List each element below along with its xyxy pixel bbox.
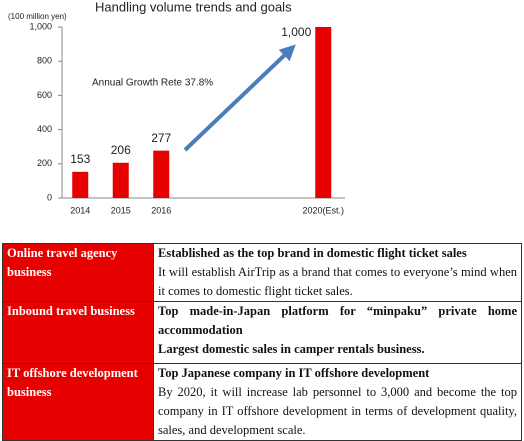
value-label: 153 — [70, 152, 90, 166]
y-unit: (100 million yen) — [8, 12, 67, 21]
row-label: Inbound travel business — [2, 301, 154, 364]
row-label: IT offshore development business — [2, 363, 154, 441]
y-tick-label: 400 — [37, 124, 52, 134]
x-tick-label: 2020(Est.) — [302, 205, 344, 215]
bar — [315, 27, 332, 198]
value-label: 206 — [111, 143, 131, 157]
row-line: Largest domestic sales in camper rentals… — [158, 342, 425, 356]
chart-title: Handling volume trends and goals — [95, 0, 292, 14]
y-tick-label: 0 — [47, 192, 52, 202]
row-line: It will establish AirTrip as a brand tha… — [158, 265, 517, 298]
y-tick-label: 200 — [37, 158, 52, 168]
chart: Handling volume trends and goals (100 mi… — [8, 0, 345, 215]
row-line: Top Japanese company in IT offshore deve… — [158, 366, 430, 380]
bar — [153, 150, 170, 198]
value-label: 277 — [151, 131, 171, 145]
row-line: Top made-in-Japan platform for “minpaku”… — [158, 304, 517, 337]
bar — [112, 162, 129, 198]
growth-arrow — [183, 44, 296, 152]
row-text: Top made-in-Japan platform for “minpaku”… — [153, 301, 522, 364]
row-line: Established as the top brand in domestic… — [158, 246, 467, 260]
row-line: By 2020, it will increase lab personnel … — [158, 385, 517, 437]
value-label: 1,000 — [281, 25, 311, 39]
x-tick-label: 2015 — [111, 205, 131, 215]
annotation: Annual Growth Rete 37.8% — [92, 78, 213, 89]
business-table: Online travel agency business Establishe… — [2, 243, 522, 441]
y-tick-label: 800 — [37, 56, 52, 66]
y-tick-label: 600 — [37, 90, 52, 100]
bar — [72, 171, 89, 198]
y-tick-label: 1,000 — [29, 21, 52, 31]
row-label: Online travel agency business — [2, 243, 154, 302]
x-tick-label: 2016 — [151, 205, 171, 215]
x-tick-label: 2014 — [70, 205, 90, 215]
row-text: Top Japanese company in IT offshore deve… — [153, 363, 522, 441]
row-text: Established as the top brand in domestic… — [153, 243, 522, 302]
